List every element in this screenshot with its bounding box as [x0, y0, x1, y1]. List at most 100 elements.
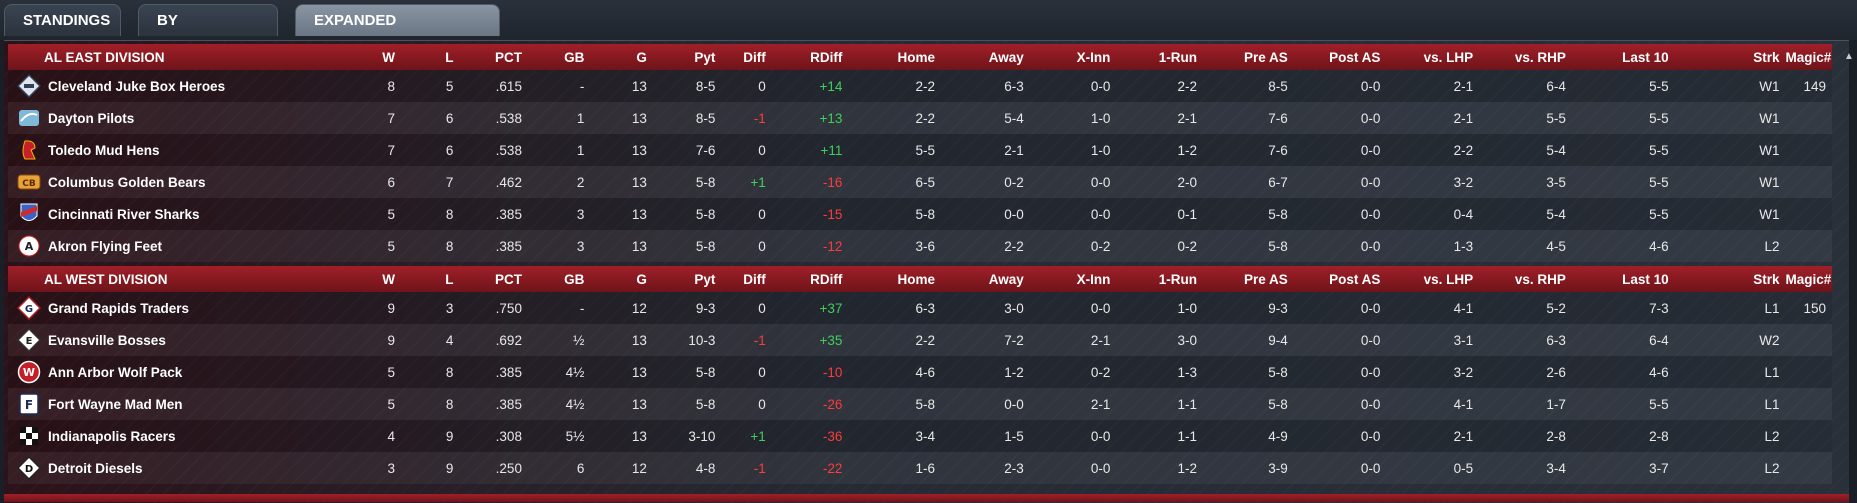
column-header[interactable]: Pre AS: [1203, 44, 1294, 70]
stat-cell: 2-6: [1479, 356, 1572, 388]
column-header[interactable]: Last 10: [1571, 44, 1675, 70]
stat-cell: 13: [590, 134, 653, 166]
column-header[interactable]: Home: [848, 266, 942, 292]
table-row[interactable]: G Grand Rapids Traders 9 3.750-12 9-3 0 +37 6-3…: [8, 292, 1832, 324]
team-name-link[interactable]: Cleveland Juke Box Heroes: [48, 78, 226, 94]
column-header[interactable]: 1-Run: [1116, 44, 1204, 70]
table-row[interactable]: Toledo Mud Hens 7 6.538 1 13 7-6 0 +11 5-5 2-1 1-0…: [8, 134, 1832, 166]
column-header[interactable]: vs. RHP: [1479, 266, 1572, 292]
column-header[interactable]: vs. LHP: [1386, 44, 1480, 70]
column-header[interactable]: GB: [527, 266, 591, 292]
table-row[interactable]: F Fort Wayne Mad Men 5 8.385 4½ 13 5-8 0 -26 5-8 0…: [8, 388, 1832, 420]
team-name-link[interactable]: Grand Rapids Traders: [48, 300, 190, 316]
stat-cell: 4: [340, 420, 401, 452]
team-name-link[interactable]: Ann Arbor Wolf Pack: [48, 364, 183, 380]
stat-cell: +14: [771, 70, 849, 102]
stat-cell: 7: [401, 166, 460, 198]
column-header[interactable]: W: [340, 44, 401, 70]
column-header[interactable]: X-Inn: [1029, 266, 1117, 292]
column-header[interactable]: W: [340, 266, 401, 292]
stat-cell: 5-4: [941, 102, 1030, 134]
column-header[interactable]: Pyt: [652, 44, 722, 70]
table-row[interactable]: W Ann Arbor Wolf Pack 5 8.385 4½ 13 5-8 0 -10 4-6…: [8, 356, 1832, 388]
stat-cell: 1-5: [941, 420, 1030, 452]
stat-cell: 7: [340, 134, 401, 166]
svg-text:E: E: [26, 336, 33, 347]
stat-cell: .750: [459, 292, 528, 324]
column-header[interactable]: Magic#: [1785, 44, 1832, 70]
column-header[interactable]: Strk: [1674, 44, 1786, 70]
column-header[interactable]: vs. RHP: [1479, 44, 1572, 70]
table-row[interactable]: CB Columbus Golden Bears 6 7.462 2 13 5-8 +1 -16…: [8, 166, 1832, 198]
team-name-link[interactable]: Toledo Mud Hens: [48, 142, 160, 158]
team-name-link[interactable]: Detroit Diesels: [48, 460, 143, 476]
a-logo-icon: A: [16, 233, 42, 259]
table-row[interactable]: A Akron Flying Feet 5 8.385 3 13 5-8 0 -12 3-6 2-2…: [8, 230, 1832, 262]
team-name-link[interactable]: Dayton Pilots: [48, 110, 135, 126]
shield-logo-icon: [16, 201, 42, 227]
column-header[interactable]: PCT: [459, 44, 528, 70]
team-name-link[interactable]: Columbus Golden Bears: [48, 174, 206, 190]
stat-cell: 0-0: [1293, 70, 1387, 102]
stat-cell: 12: [590, 292, 653, 324]
column-header[interactable]: L: [401, 44, 460, 70]
stat-cell: 3-2: [1386, 356, 1480, 388]
team-name-link[interactable]: Cincinnati River Sharks: [48, 206, 200, 222]
column-header[interactable]: Diff: [721, 44, 772, 70]
team-name-link[interactable]: Evansville Bosses: [48, 332, 166, 348]
column-header[interactable]: L: [401, 266, 460, 292]
column-header[interactable]: Strk: [1674, 266, 1786, 292]
stat-cell: 2-1: [1116, 102, 1204, 134]
column-header[interactable]: Pyt: [652, 266, 722, 292]
column-header[interactable]: G: [590, 266, 653, 292]
stat-cell: 0-0: [1029, 452, 1117, 484]
stat-cell: +1: [721, 420, 772, 452]
column-header[interactable]: Diff: [721, 266, 772, 292]
stat-cell: +37: [771, 292, 849, 324]
team-name-link[interactable]: Akron Flying Feet: [48, 238, 163, 254]
team-name-link[interactable]: Fort Wayne Mad Men: [48, 396, 183, 412]
scroll-up-icon[interactable]: ▲: [1844, 51, 1854, 62]
column-header[interactable]: PCT: [459, 266, 528, 292]
table-row[interactable]: Indianapolis Racers 4 9.308 5½ 13 3-10 +1 -36 3-…: [8, 420, 1832, 452]
column-header[interactable]: Away: [941, 266, 1030, 292]
column-header[interactable]: RDiff: [771, 44, 849, 70]
tab-by-subleague[interactable]: BY SUBLEAGUE: [138, 4, 278, 61]
stat-cell: 2-1: [1029, 324, 1117, 356]
column-header[interactable]: Home: [848, 44, 942, 70]
stat-cell: -1: [721, 452, 772, 484]
stat-cell: 5: [340, 198, 401, 230]
column-header[interactable]: G: [590, 44, 653, 70]
column-header[interactable]: Post AS: [1293, 266, 1387, 292]
division-header-row: AL EAST DIVISION W L PCT GB G Pyt Diff RDiff Home…: [8, 44, 1832, 70]
stat-cell: [1785, 356, 1832, 388]
table-row[interactable]: Dayton Pilots 7 6.538 1 13 8-5 -1 +13 2-2 5-4 1-0 2…: [8, 102, 1832, 134]
svg-text:W: W: [23, 366, 35, 379]
tab-expanded-standings[interactable]: EXPANDED STANDINGS: [295, 4, 500, 61]
column-header[interactable]: Post AS: [1293, 44, 1387, 70]
column-header[interactable]: 1-Run: [1116, 266, 1204, 292]
table-row[interactable]: Cleveland Juke Box Heroes 8 5.615-13 8-5 0 +1…: [8, 70, 1832, 102]
stat-cell: 0-4: [1386, 198, 1480, 230]
stat-cell: 7-6: [1203, 134, 1294, 166]
table-row[interactable]: Cincinnati River Sharks 5 8.385 3 13 5-8 0 -15 5…: [8, 198, 1832, 230]
column-header[interactable]: RDiff: [771, 266, 849, 292]
table-row[interactable]: E Evansville Bosses 9 4.692 ½ 13 10-3 -1 +35 2-2 7…: [8, 324, 1832, 356]
stat-cell: 6: [401, 102, 460, 134]
stat-cell: .615: [459, 70, 528, 102]
tab-standings[interactable]: STANDINGS: [4, 4, 121, 36]
column-header[interactable]: vs. LHP: [1386, 266, 1480, 292]
column-header[interactable]: Away: [941, 44, 1030, 70]
stat-cell: 8-5: [652, 70, 722, 102]
column-header[interactable]: Pre AS: [1203, 266, 1294, 292]
stat-cell: 5: [401, 70, 460, 102]
stat-cell: 7-2: [941, 324, 1030, 356]
column-header[interactable]: Last 10: [1571, 266, 1675, 292]
stat-cell: 5-8: [652, 166, 722, 198]
column-header[interactable]: GB: [527, 44, 591, 70]
team-name-link[interactable]: Indianapolis Racers: [48, 428, 176, 444]
column-header[interactable]: X-Inn: [1029, 44, 1117, 70]
stat-cell: 1: [527, 134, 591, 166]
table-row[interactable]: D Detroit Diesels 3 9.250 6 12 4-8 -1 -22 1-6 2-3 0…: [8, 452, 1832, 484]
column-header[interactable]: Magic#: [1785, 266, 1832, 292]
